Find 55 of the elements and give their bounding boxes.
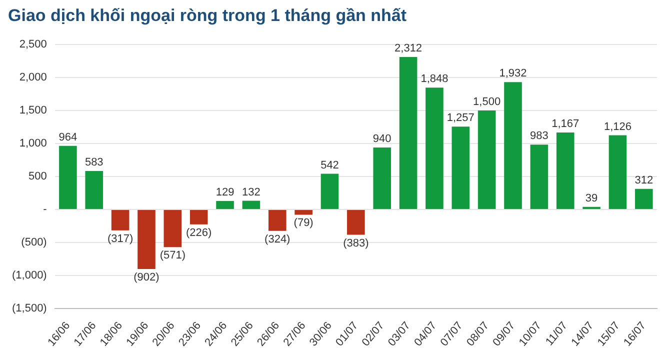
data-label: 583 xyxy=(84,156,104,169)
data-label: 132 xyxy=(242,186,260,198)
y-tick-label: (1,500) xyxy=(12,302,47,314)
data-label: (902) xyxy=(134,272,160,284)
y-tick-label: 2,500 xyxy=(19,38,47,51)
bar xyxy=(608,135,627,209)
y-tick-label: 1,000 xyxy=(19,138,47,150)
data-label: (324) xyxy=(264,233,290,246)
data-label: 1,848 xyxy=(420,73,448,86)
data-label: 1,126 xyxy=(604,120,632,133)
y-tick-label: (500) xyxy=(21,236,47,249)
y-tick-label: 500 xyxy=(28,170,47,183)
bar xyxy=(164,210,182,248)
bar xyxy=(111,210,130,230)
bar xyxy=(426,88,444,209)
bar xyxy=(190,210,208,224)
bar xyxy=(478,110,496,209)
data-label: 1,500 xyxy=(473,96,501,108)
y-tick-label: (1,000) xyxy=(12,269,47,282)
bar xyxy=(373,147,392,209)
data-label: (79) xyxy=(294,217,314,230)
bar xyxy=(268,210,286,231)
data-label: (317) xyxy=(107,232,134,245)
data-label: 1,257 xyxy=(446,112,474,124)
bar xyxy=(452,126,470,209)
bar xyxy=(216,200,234,209)
bar xyxy=(294,210,312,215)
data-label: 983 xyxy=(530,130,548,142)
data-label: (571) xyxy=(160,250,186,262)
data-label: 39 xyxy=(585,192,598,204)
bar xyxy=(504,82,522,209)
data-label: 542 xyxy=(320,159,339,172)
bar xyxy=(556,132,574,209)
data-label: 1,932 xyxy=(499,68,527,80)
data-label: 2,312 xyxy=(394,42,422,55)
y-tick-label: 2,000 xyxy=(19,72,47,84)
chart-title: Giao dịch khối ngoại ròng trong 1 tháng gần nhất xyxy=(7,5,408,27)
data-label: 1,167 xyxy=(552,118,580,130)
bar xyxy=(399,57,418,209)
y-tick-label: 1,500 xyxy=(19,104,47,117)
bar xyxy=(59,146,77,209)
bar xyxy=(347,210,365,235)
data-label: 964 xyxy=(58,131,78,144)
bar xyxy=(635,188,653,209)
data-label: (226) xyxy=(186,226,212,239)
data-label: 129 xyxy=(216,186,234,199)
bar xyxy=(320,174,339,209)
bar xyxy=(85,171,104,209)
data-label: (383) xyxy=(343,237,369,250)
y-tick-label: - xyxy=(43,204,48,216)
bar xyxy=(530,144,548,209)
data-label: 940 xyxy=(372,133,392,146)
data-label: 312 xyxy=(634,174,654,186)
bar xyxy=(138,210,156,269)
bar xyxy=(242,200,260,209)
